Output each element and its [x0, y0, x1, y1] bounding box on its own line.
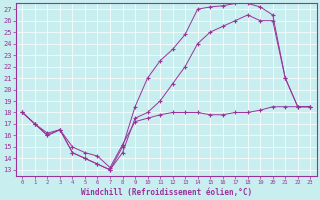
- X-axis label: Windchill (Refroidissement éolien,°C): Windchill (Refroidissement éolien,°C): [81, 188, 252, 197]
